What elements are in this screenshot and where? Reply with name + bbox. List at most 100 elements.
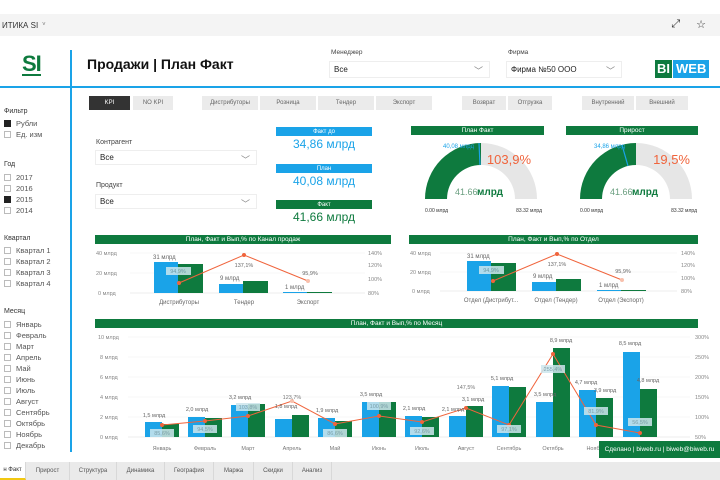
checkbox[interactable] bbox=[4, 398, 11, 405]
quarter-2[interactable]: Квартал 2 bbox=[4, 257, 51, 266]
svg-text:97,1%: 97,1% bbox=[501, 427, 517, 433]
filter-retail[interactable]: Розница bbox=[260, 96, 316, 110]
quarter-3[interactable]: Квартал 3 bbox=[4, 268, 51, 277]
checkbox[interactable] bbox=[4, 207, 11, 214]
star-icon[interactable]: ☆ bbox=[696, 19, 706, 31]
tab-geography[interactable]: География bbox=[165, 462, 214, 480]
svg-text:Август: Август bbox=[458, 446, 475, 452]
made-by-banner[interactable]: Сделано | biweb.ru | biweb@biweb.ru bbox=[599, 441, 720, 458]
tab-structure[interactable]: Структура bbox=[70, 462, 117, 480]
month-item[interactable]: Март bbox=[4, 342, 34, 351]
checkbox[interactable] bbox=[4, 174, 11, 181]
svg-text:41.66: 41.66 bbox=[455, 187, 478, 197]
chart-month-title: План, Факт и Вып,% по Месяц bbox=[95, 319, 698, 328]
filter-internal[interactable]: Внутренний bbox=[582, 96, 634, 110]
svg-text:100%: 100% bbox=[368, 277, 382, 283]
filter-no-kpi[interactable]: NO KPI bbox=[133, 96, 173, 110]
checkbox[interactable] bbox=[4, 185, 11, 192]
filter-shipment[interactable]: Отгрузка bbox=[508, 96, 552, 110]
year-2015[interactable]: 2015 bbox=[4, 195, 33, 204]
chevron-down-icon[interactable]: ˅ bbox=[42, 22, 46, 28]
expand-icon[interactable]: ⤢ bbox=[671, 18, 681, 30]
month-item[interactable]: Февраль bbox=[4, 331, 46, 340]
svg-text:83.32 млрд: 83.32 млрд bbox=[671, 208, 697, 214]
checkbox[interactable] bbox=[4, 431, 11, 438]
checkbox[interactable] bbox=[4, 442, 11, 449]
checkbox[interactable] bbox=[4, 247, 11, 254]
firm-dropdown[interactable]: Фирма №50 ООО ﹀ bbox=[506, 61, 622, 78]
tab-analysis[interactable]: Анализ bbox=[293, 462, 332, 480]
checkbox[interactable] bbox=[4, 196, 11, 203]
checkbox[interactable] bbox=[4, 321, 11, 328]
month-item[interactable]: Август bbox=[4, 397, 39, 406]
month-item[interactable]: Декабрь bbox=[4, 441, 45, 450]
filter-kpi[interactable]: KPI bbox=[89, 96, 130, 110]
gauge-plan-fact: 40,08 млрд 103,9% 41.66 млрд 0.00 млрд 8… bbox=[425, 142, 542, 214]
svg-text:8,5 млрд: 8,5 млрд bbox=[619, 341, 642, 347]
checkbox[interactable] bbox=[4, 354, 11, 361]
filter-tender[interactable]: Тендер bbox=[318, 96, 374, 110]
checkbox[interactable] bbox=[4, 120, 11, 127]
checkbox[interactable] bbox=[4, 420, 11, 427]
svg-text:31 млрд: 31 млрд bbox=[467, 254, 490, 260]
tab-growth[interactable]: Прирост bbox=[26, 462, 70, 480]
month-item[interactable]: Ноябрь bbox=[4, 430, 42, 439]
svg-text:Июль: Июль bbox=[415, 446, 429, 452]
svg-text:1,8 млрд: 1,8 млрд bbox=[275, 404, 298, 410]
tab-discounts[interactable]: Скидки bbox=[254, 462, 293, 480]
checkbox[interactable] bbox=[4, 409, 11, 416]
month-item[interactable]: Январь bbox=[4, 320, 42, 329]
kpi-fact-prev-label: Факт до bbox=[276, 127, 372, 136]
gauge-growth-title: Прирост bbox=[566, 126, 698, 135]
counterparty-dropdown[interactable]: Все ﹀ bbox=[95, 150, 257, 165]
svg-text:94,5%: 94,5% bbox=[197, 427, 213, 433]
kpi-plan-value: 40,08 млрд bbox=[292, 174, 355, 188]
month-item[interactable]: Октябрь bbox=[4, 419, 45, 428]
checkbox[interactable] bbox=[4, 387, 11, 394]
tab-margin[interactable]: Маржа bbox=[214, 462, 254, 480]
filter-return[interactable]: Возврат bbox=[462, 96, 506, 110]
checkbox[interactable] bbox=[4, 332, 11, 339]
checkbox[interactable] bbox=[4, 365, 11, 372]
year-2014[interactable]: 2014 bbox=[4, 206, 33, 215]
tab-plan-fact[interactable]: н Факт bbox=[0, 462, 26, 480]
filter-export[interactable]: Экспорт bbox=[376, 96, 432, 110]
month-item[interactable]: Сентябрь bbox=[4, 408, 50, 417]
svg-text:92,6%: 92,6% bbox=[414, 429, 430, 435]
manager-dropdown[interactable]: Все ﹀ bbox=[329, 61, 490, 78]
filter-rubles[interactable]: Рубли bbox=[4, 119, 37, 128]
filter-distributors[interactable]: Дистрибуторы bbox=[202, 96, 258, 110]
svg-text:83.32 млрд: 83.32 млрд bbox=[516, 208, 542, 214]
checkbox[interactable] bbox=[4, 269, 11, 276]
checkbox[interactable] bbox=[4, 131, 11, 138]
month-item[interactable]: Апрель bbox=[4, 353, 41, 362]
svg-text:86,6%: 86,6% bbox=[327, 431, 343, 437]
svg-text:Январь: Январь bbox=[153, 446, 172, 452]
year-2017[interactable]: 2017 bbox=[4, 173, 33, 182]
tab-dynamics[interactable]: Динамика bbox=[117, 462, 165, 480]
year-title: Год bbox=[4, 161, 16, 168]
quarter-4[interactable]: Квартал 4 bbox=[4, 279, 51, 288]
kpi-plan-label: План bbox=[276, 164, 372, 173]
app-title[interactable]: ИТИКА SI bbox=[2, 20, 39, 30]
month-title: Месяц bbox=[4, 308, 26, 315]
month-item[interactable]: Июль bbox=[4, 386, 35, 395]
filter-units[interactable]: Ед. изм bbox=[4, 130, 42, 139]
checkbox[interactable] bbox=[4, 376, 11, 383]
svg-text:1,5 млрд: 1,5 млрд bbox=[143, 413, 166, 419]
quarter-1[interactable]: Квартал 1 bbox=[4, 246, 51, 255]
svg-text:50%: 50% bbox=[695, 435, 706, 441]
checkbox[interactable] bbox=[4, 280, 11, 287]
year-2016[interactable]: 2016 bbox=[4, 184, 33, 193]
svg-text:81,9%: 81,9% bbox=[588, 409, 604, 415]
month-item[interactable]: Май bbox=[4, 364, 31, 373]
product-dropdown[interactable]: Все ﹀ bbox=[95, 194, 257, 209]
chart-month: 10 млрд 8 млрд 6 млрд 4 млрд 2 млрд 0 мл… bbox=[98, 335, 709, 452]
svg-text:19,5%: 19,5% bbox=[653, 152, 690, 167]
checkbox[interactable] bbox=[4, 258, 11, 265]
svg-text:94,9%: 94,9% bbox=[483, 268, 499, 274]
svg-text:Экспорт: Экспорт bbox=[297, 300, 320, 306]
month-item[interactable]: Июнь bbox=[4, 375, 35, 384]
filter-external[interactable]: Внешний bbox=[636, 96, 688, 110]
checkbox[interactable] bbox=[4, 343, 11, 350]
